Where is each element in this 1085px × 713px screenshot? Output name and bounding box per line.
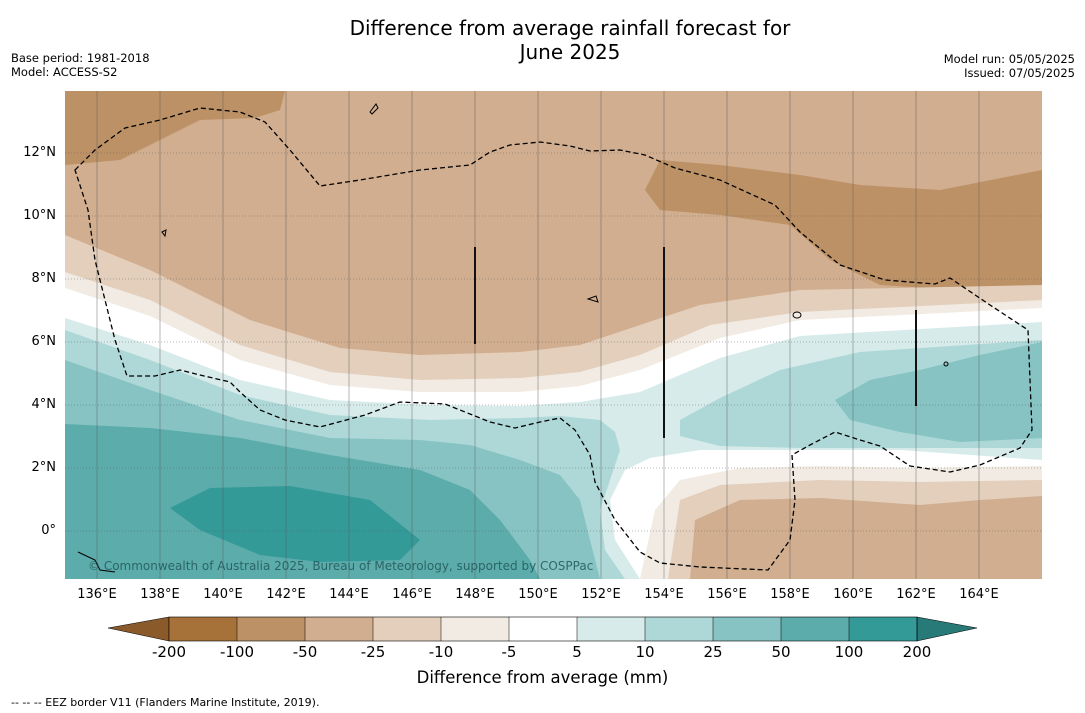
colorbar-tick: 50 [771, 643, 791, 661]
y-label: 2°N [31, 460, 57, 475]
x-label: 140°E [203, 587, 243, 602]
eez-border [74, 107, 1033, 571]
colorbar-tick: -10 [428, 643, 454, 661]
y-label: 4°N [31, 397, 57, 412]
model-run: Model run: 05/05/2025 [943, 52, 1075, 66]
x-label: 154°E [644, 587, 684, 602]
x-label: 142°E [266, 587, 306, 602]
right-meta: Model run: 05/05/2025 Issued: 07/05/2025 [944, 52, 1075, 80]
graticule [96, 91, 980, 579]
x-label: 146°E [392, 587, 432, 602]
x-label: 150°E [518, 587, 558, 602]
y-label: 8°N [31, 271, 57, 286]
map-title-line2: June 2025 [519, 40, 621, 64]
left-meta: Base period: 1981-2018 Model: ACCESS-S2 [11, 51, 150, 79]
x-label: 152°E [581, 587, 621, 602]
rainfall-anomaly-field [65, 91, 1042, 579]
x-label: 136°E [77, 587, 117, 602]
colorbar [107, 616, 978, 642]
colorbar-tick: 25 [703, 643, 723, 661]
colorbar-tick: -100 [219, 643, 255, 661]
colorbar-tick: -50 [292, 643, 318, 661]
model-name: Model: ACCESS-S2 [11, 65, 118, 79]
colorbar-tick: -25 [360, 643, 386, 661]
x-label: 164°E [959, 587, 999, 602]
x-label: 162°E [896, 587, 936, 602]
y-label: 12°N [23, 145, 56, 160]
x-label: 144°E [329, 587, 369, 602]
x-label: 148°E [455, 587, 495, 602]
map-title-line1: Difference from average rainfall forecas… [349, 16, 791, 40]
eez-footnote: -- -- -- EEZ border V11 (Flanders Marine… [11, 696, 320, 709]
issued-date: Issued: 07/05/2025 [964, 66, 1075, 80]
colorbar-tick: 10 [635, 643, 655, 661]
x-label: 158°E [770, 587, 810, 602]
dateline-markers [474, 247, 917, 438]
x-label: 156°E [707, 587, 747, 602]
colorbar-tick: 100 [834, 643, 864, 661]
copyright-notice: © Commonwealth of Australia 2025, Bureau… [88, 559, 594, 573]
base-period: Base period: 1981-2018 [11, 51, 150, 65]
y-label: 10°N [23, 208, 56, 223]
y-label: 6°N [31, 334, 57, 349]
islands [77, 103, 949, 573]
colorbar-title: Difference from average (mm) [416, 668, 669, 687]
x-label: 138°E [140, 587, 180, 602]
x-label: 160°E [833, 587, 873, 602]
colorbar-tick: 5 [572, 643, 582, 661]
colorbar-tick: 200 [902, 643, 932, 661]
y-label: 0° [41, 523, 56, 538]
colorbar-tick: -5 [501, 643, 517, 661]
colorbar-tick: -200 [151, 643, 187, 661]
